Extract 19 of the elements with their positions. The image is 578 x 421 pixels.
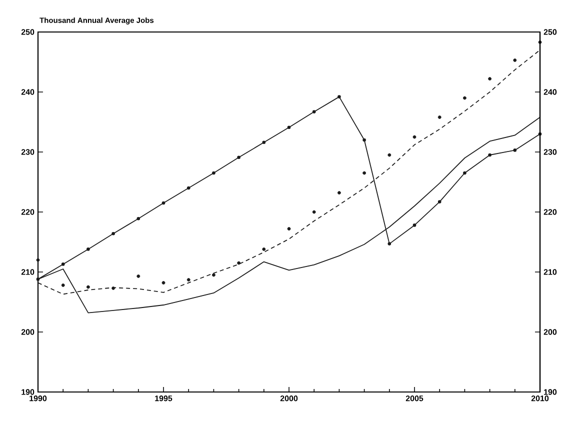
x-tick-label: 1990 [30, 396, 47, 402]
y-tick-label: 230 [21, 149, 34, 155]
y2-tick-label: 190 [544, 389, 557, 395]
y-tick-label: 210 [21, 269, 34, 275]
y-tick-label: 220 [21, 209, 34, 215]
y-tick-label: 250 [21, 29, 34, 35]
y2-tick-label: 250 [544, 29, 557, 35]
x-tick-label: 2005 [406, 396, 424, 402]
x-tick-label: 2010 [531, 396, 549, 402]
y-tick-label: 200 [21, 329, 34, 335]
y2-tick-label: 220 [544, 209, 557, 215]
y-tick-label: 240 [21, 89, 34, 95]
y2-tick-label: 200 [544, 329, 557, 335]
x-tick-label: 2000 [280, 396, 298, 402]
y2-tick-label: 230 [544, 149, 557, 155]
y2-tick-label: 240 [544, 89, 557, 95]
y2-tick-label: 210 [544, 269, 557, 275]
x-tick-label: 1995 [155, 396, 172, 402]
y-tick-label: 190 [22, 389, 34, 395]
